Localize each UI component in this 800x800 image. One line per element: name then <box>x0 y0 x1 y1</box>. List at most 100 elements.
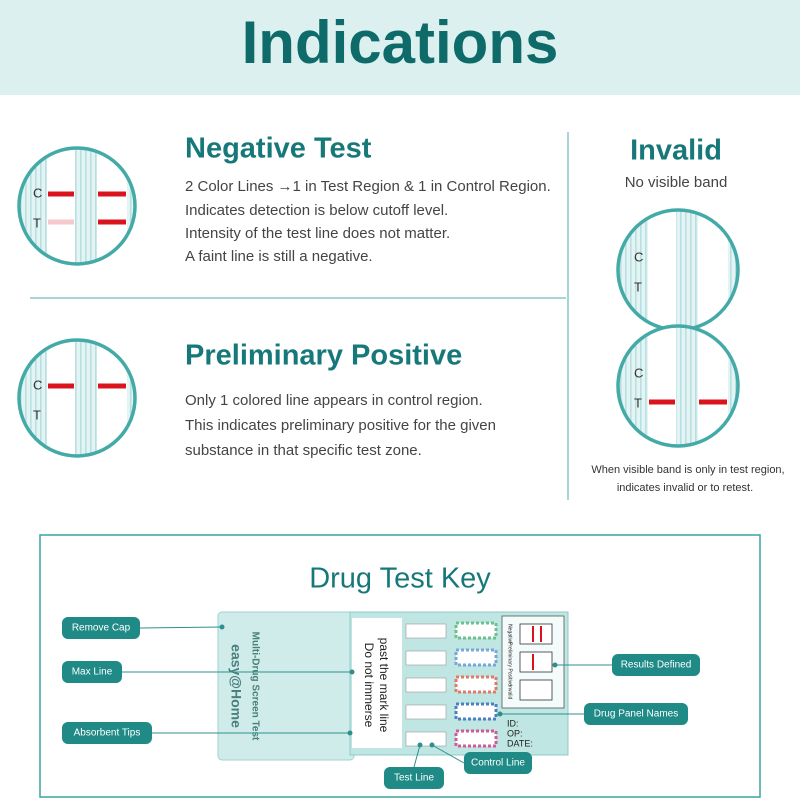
circle-content <box>19 148 135 264</box>
strip-label: T <box>33 407 41 422</box>
strip-label: T <box>634 279 642 294</box>
callout-label: Test Line <box>394 773 434 784</box>
circle-border <box>17 338 137 458</box>
zoom-circle: CT <box>616 208 740 332</box>
leader-dot <box>552 662 558 668</box>
callout-pill <box>62 722 152 744</box>
result-window <box>519 679 553 701</box>
callout-label: Max Line <box>72 667 113 678</box>
band <box>98 219 126 225</box>
text-line: Intensity of the test line does not matt… <box>185 225 450 242</box>
warning: Do not immerse <box>362 643 376 728</box>
leader-dot <box>347 730 353 736</box>
note: indicates invalid or to retest. <box>617 482 753 494</box>
callout-label: Remove Cap <box>72 623 131 634</box>
band <box>98 383 126 389</box>
text-line: 2 Color Lines →1 in Test Region & 1 in C… <box>185 178 551 195</box>
callout-pill <box>62 661 122 683</box>
text-line: A faint line is still a negative. <box>185 248 373 265</box>
field: ID: <box>507 718 519 728</box>
strip <box>698 326 728 446</box>
leader-dot <box>417 742 423 748</box>
band <box>532 626 534 642</box>
band <box>98 191 126 197</box>
text-line: substance in that specific test zone. <box>185 442 422 459</box>
callout: Absorbent Tips <box>62 722 353 744</box>
text-line: Only 1 colored line appears in control r… <box>185 392 483 409</box>
leader-dot <box>349 669 355 675</box>
leader-dot <box>429 742 435 748</box>
callout-label: Control Line <box>471 758 525 769</box>
field: DATE: <box>507 738 533 748</box>
callout-label: Results Defined <box>621 660 692 671</box>
panel-tag <box>454 729 498 748</box>
strip <box>97 340 127 456</box>
section-title: Preliminary Positive <box>185 340 462 372</box>
band <box>48 383 74 389</box>
leader-line <box>431 744 465 764</box>
panel-tag <box>454 621 498 640</box>
leader-line <box>139 626 223 629</box>
callout-pill <box>584 703 688 725</box>
strip-label: T <box>634 395 642 410</box>
window <box>405 704 447 720</box>
result-window <box>519 651 553 673</box>
panel-tag <box>454 648 498 667</box>
band <box>540 626 542 642</box>
callout: Control Line <box>429 742 532 774</box>
header-band <box>0 0 800 95</box>
strip-label: C <box>634 365 643 380</box>
callout-pill <box>384 767 444 789</box>
callout-pill <box>464 752 532 774</box>
callout: Remove Cap <box>62 617 225 639</box>
test-device: easy@Home Multi-Drug Screen Test Do not … <box>217 611 569 761</box>
leader-dot <box>497 711 503 717</box>
strip <box>648 210 676 330</box>
strip <box>698 210 728 330</box>
result-name: Preliminary Positive <box>507 642 513 686</box>
strip-label: C <box>634 249 643 264</box>
callout-label: Absorbent Tips <box>74 728 141 739</box>
text-line: Indicates detection is below cutoff leve… <box>185 202 448 219</box>
zoom-circle: CT <box>616 324 740 448</box>
band <box>699 399 727 405</box>
strip <box>648 326 676 446</box>
callout: Drug Panel Names <box>497 703 688 725</box>
strip-label: T <box>33 215 41 230</box>
zoom-circle: CT <box>17 146 137 266</box>
strip-label: C <box>33 377 42 392</box>
circle-content <box>618 210 738 330</box>
panel-tag <box>454 675 498 694</box>
result-name: Negative <box>507 624 513 644</box>
callout: Max Line <box>62 661 355 683</box>
leader-dot <box>219 624 225 630</box>
callout: Results Defined <box>552 654 700 676</box>
band <box>48 191 74 197</box>
text-line: This indicates preliminary positive for … <box>185 417 496 434</box>
brand: easy@Home <box>228 644 244 728</box>
callout-pill <box>62 617 140 639</box>
window <box>405 650 447 666</box>
circle-content <box>19 340 135 456</box>
band <box>532 654 534 670</box>
warning: past the mark line <box>377 638 391 733</box>
circle-content <box>618 326 738 446</box>
strip <box>47 148 75 264</box>
page-title: Indications <box>242 9 559 76</box>
circle-border <box>616 324 740 448</box>
key-title: Drug Test Key <box>309 563 491 595</box>
window <box>405 677 447 693</box>
subtitle: No visible band <box>625 174 728 191</box>
section-title: Negative Test <box>185 133 372 165</box>
zoom-circle: CT <box>17 338 137 458</box>
section-title: Invalid <box>630 135 722 167</box>
result-name: Invalid <box>507 685 513 700</box>
window <box>405 623 447 639</box>
field: OP: <box>507 728 523 738</box>
callout-label: Drug Panel Names <box>594 709 678 720</box>
strip-label: C <box>33 185 42 200</box>
label-panel <box>352 618 402 748</box>
note: When visible band is only in test region… <box>591 464 784 476</box>
circle-border <box>17 146 137 266</box>
